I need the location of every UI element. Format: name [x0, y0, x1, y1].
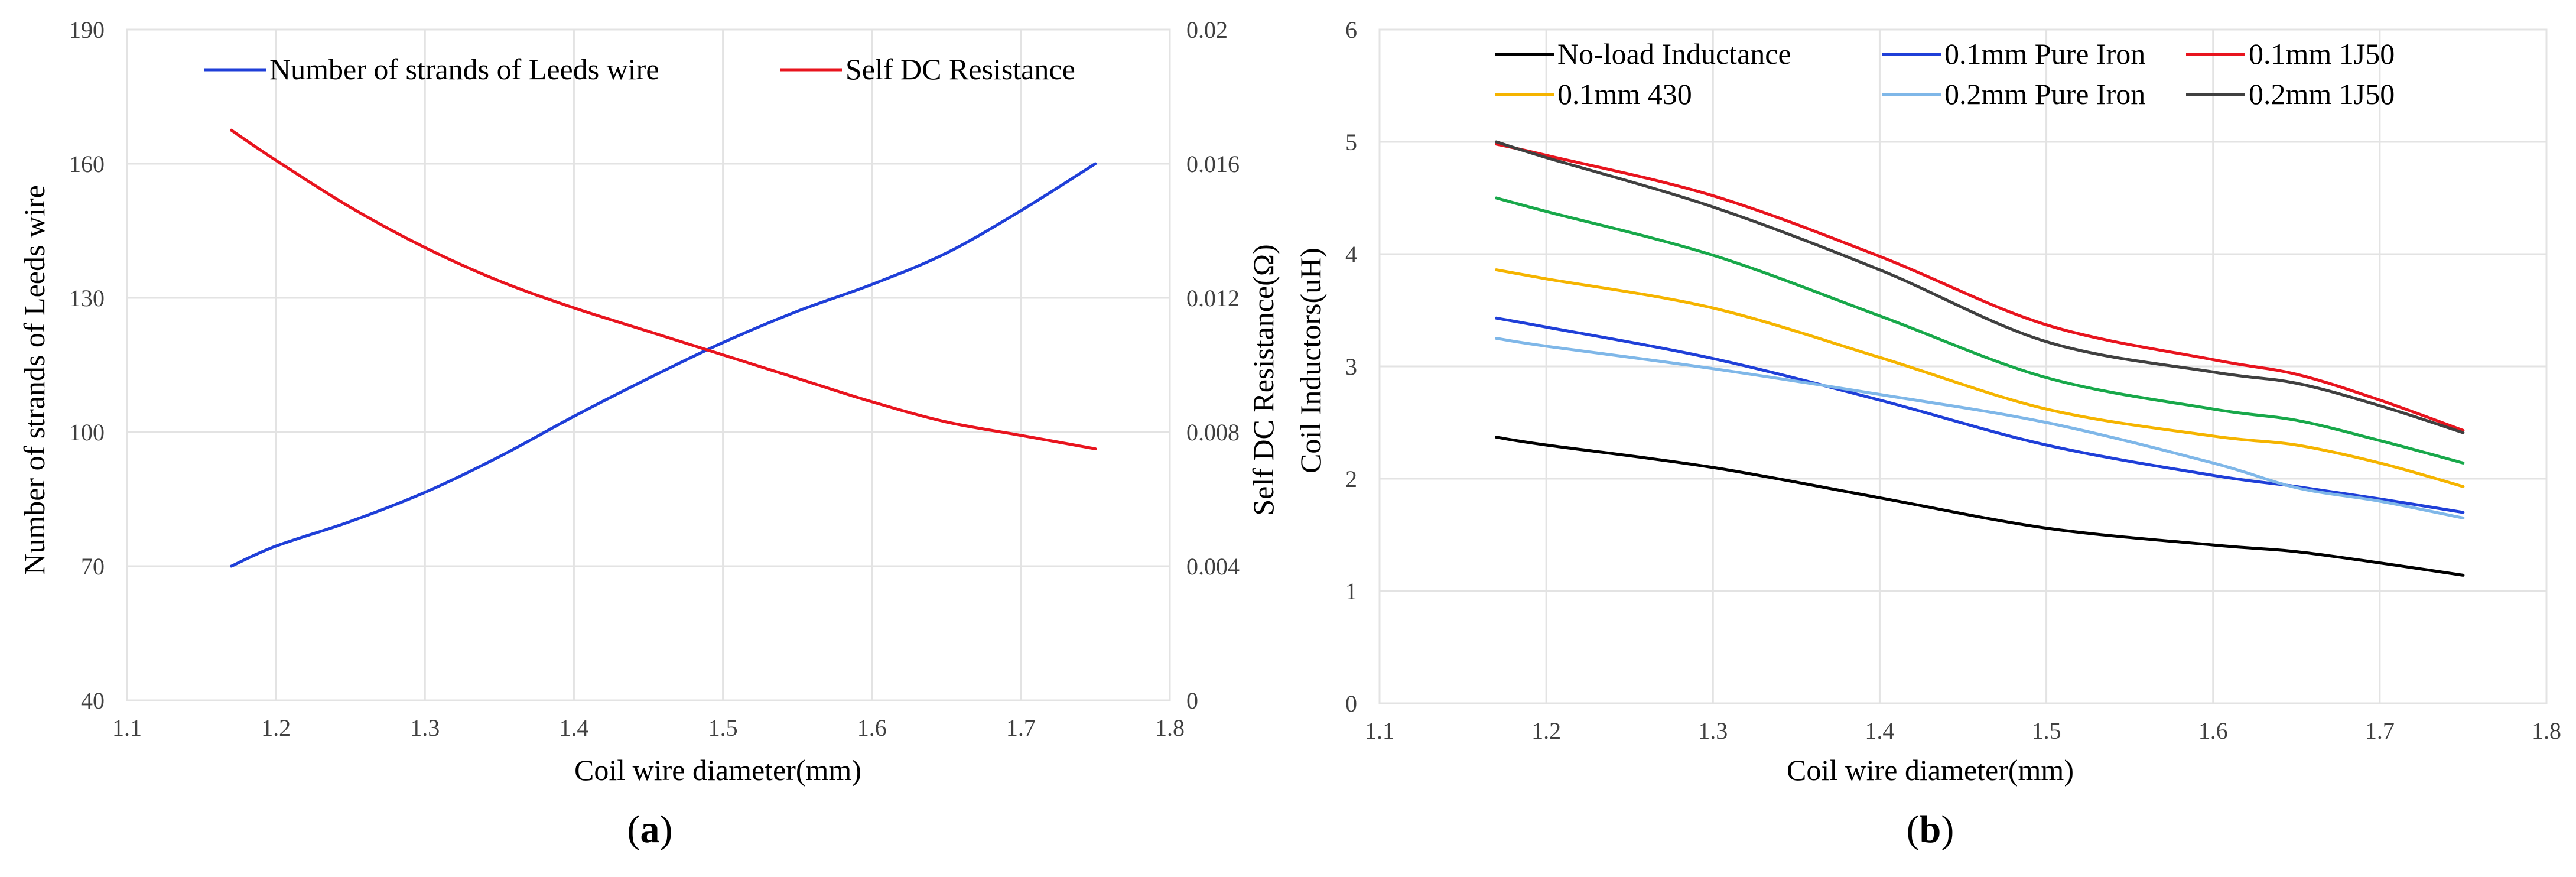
plot-frame — [126, 28, 1171, 701]
x-tick-label: 1.8 — [1155, 714, 1185, 741]
y-axis-title-a: Number of strands of Leeds wire — [18, 185, 51, 575]
series-line — [1495, 316, 2465, 514]
x-tick-label: 1.1 — [112, 714, 142, 741]
y-tick-label: 5 — [1345, 129, 1357, 155]
legend-label: 0.1mm 430 — [1557, 77, 1692, 111]
x-tick-label: 1.4 — [559, 714, 588, 741]
series-line — [230, 128, 1097, 450]
y2-tick-label: 0.004 — [1186, 553, 1240, 580]
legend-label: 0.2mm Pure Iron — [1944, 77, 2145, 111]
legend-label: Number of strands of Leeds wire — [269, 53, 659, 86]
legend-label: Self DC Resistance — [845, 53, 1075, 86]
y-tick-label: 0 — [1345, 690, 1357, 717]
y-tick-label: 100 — [69, 419, 105, 446]
x-axis-title-a: Coil wire diameter(mm) — [574, 753, 861, 787]
y-tick-label: 4 — [1345, 241, 1357, 268]
legend-label: 0.1mm 1J50 — [2249, 37, 2395, 70]
y2-axis-title-a: Self DC Resistance(Ω) — [1247, 244, 1280, 515]
y-tick-label: 190 — [69, 17, 105, 43]
x-tick-label: 1.6 — [857, 714, 887, 741]
x-tick-label: 1.7 — [2365, 717, 2395, 744]
legend-label: 0.1mm Pure Iron — [1944, 37, 2145, 70]
series-line — [1495, 196, 2465, 465]
chart-panel-a: Coil wire diameter(mm) Number of strands… — [18, 17, 1280, 851]
x-tick-label: 1.4 — [1865, 717, 1894, 744]
y-tick-label: 3 — [1345, 353, 1357, 380]
x-tick-label: 1.7 — [1006, 714, 1036, 741]
series-line — [1495, 140, 2465, 434]
y-tick-label: 160 — [69, 151, 105, 177]
x-tick-label: 1.5 — [2032, 717, 2061, 744]
y-axis-title-b: Coil Inductors(uH) — [1294, 248, 1327, 473]
y2-tick-label: 0 — [1186, 687, 1198, 714]
x-axis-title-b: Coil wire diameter(mm) — [1787, 753, 2074, 787]
y-tick-label: 130 — [69, 285, 105, 311]
x-tick-label: 1.2 — [261, 714, 291, 741]
gridlines — [126, 28, 1171, 701]
series-line — [1495, 268, 2465, 488]
x-tick-label: 1.8 — [2532, 717, 2561, 744]
x-tick-label: 1.5 — [708, 714, 738, 741]
series-lines — [230, 128, 1097, 568]
y2-tick-label: 0.008 — [1186, 419, 1240, 446]
gridlines — [1378, 28, 2548, 704]
x-tick-label: 1.1 — [1365, 717, 1394, 744]
x-tick-label: 1.3 — [410, 714, 440, 741]
series-line — [1495, 436, 2465, 577]
y-tick-label: 2 — [1345, 466, 1357, 492]
plot-frame — [1378, 28, 2548, 704]
legend-label: 0.2mm 1J50 — [2249, 77, 2395, 111]
y-tick-label: 6 — [1345, 17, 1357, 43]
series-line — [1495, 142, 2465, 432]
legend: Number of strands of Leeds wire Self DC R… — [204, 53, 1075, 86]
legend: No-load Inductance 0.1mm Pure Iron 0.1mm 1… — [1495, 37, 2395, 111]
y2-tick-label: 0.02 — [1186, 17, 1228, 43]
x-tick-label: 1.2 — [1531, 717, 1561, 744]
chart-panel-b: Coil wire diameter(mm) Coil Inductors(uH… — [1294, 17, 2561, 851]
x-tick-label: 1.6 — [2198, 717, 2228, 744]
y-tick-label: 1 — [1345, 578, 1357, 605]
series-line — [1495, 337, 2465, 519]
y-tick-label: 40 — [81, 687, 105, 714]
x-tick-label: 1.3 — [1698, 717, 1728, 744]
series-line — [230, 162, 1097, 568]
panel-label-a: (a) — [627, 808, 673, 851]
panel-label-b: (b) — [1907, 808, 1954, 851]
series-lines — [1495, 140, 2465, 577]
y-tick-label: 70 — [81, 553, 105, 580]
y2-tick-label: 0.012 — [1186, 285, 1240, 311]
legend-label: No-load Inductance — [1557, 37, 1791, 70]
y2-tick-label: 0.016 — [1186, 151, 1240, 177]
